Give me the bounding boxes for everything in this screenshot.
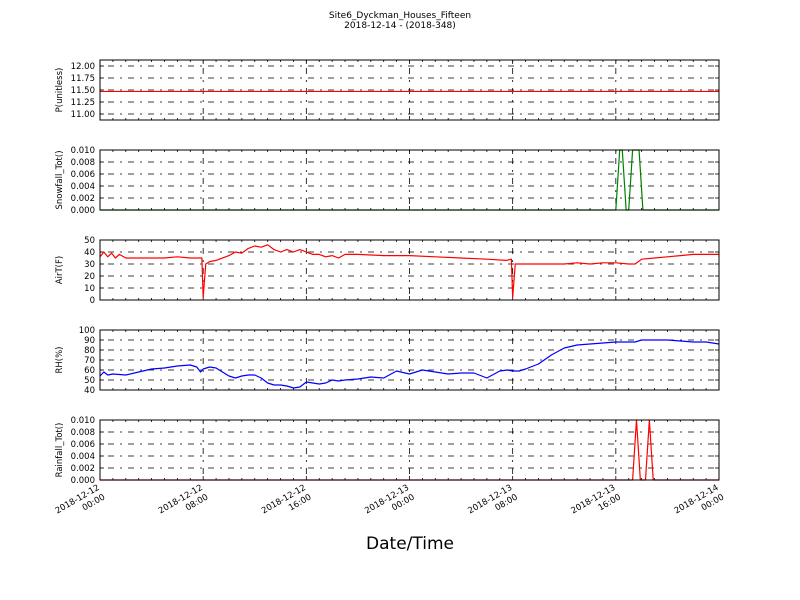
panel-3-ytick-label: 20 (84, 272, 95, 282)
panel-4-ytick-label: 90 (84, 336, 95, 346)
panel-1-frame (99, 59, 720, 121)
panel-4-frame (99, 329, 720, 391)
panel-1-ytick-label: 11.75 (71, 74, 95, 84)
panel-2-frame (99, 149, 720, 211)
panel-1-ytick-label: 11.50 (71, 86, 95, 96)
panel-4-ytick-label: 70 (84, 356, 95, 366)
panel-5-ytick-label: 0.008 (71, 428, 95, 438)
panel-1-ytick-label: 11.00 (71, 110, 95, 120)
panel-5-ytick-label: 0.002 (71, 464, 95, 474)
panel-3-ytick-label: 10 (84, 284, 95, 294)
panel-2-ytick-label: 0.002 (71, 194, 95, 204)
panel-3-series-line (99, 244, 719, 299)
x-axis-label: Date/Time (366, 534, 454, 554)
panel-3-ytick-label: 40 (84, 248, 95, 258)
panel-5-ylabel: Rainfall_Tot() (55, 423, 65, 478)
panel-4-series-line (99, 339, 720, 389)
panel-4-ytick-label: 50 (84, 376, 95, 386)
panel-1-ytick-label: 11.25 (71, 98, 95, 108)
panel-5-ytick-label: 0.006 (71, 440, 95, 450)
chart-subtitle: 2018-12-14 - (2018-348) (344, 21, 456, 31)
panel-2-ytick-label: 0.000 (71, 206, 95, 216)
panel-4-ytick-label: 80 (84, 346, 95, 356)
panel-1-ylabel: P(unitless) (55, 68, 65, 113)
panel-4-ytick-label: 60 (84, 366, 95, 376)
panel-2-ytick-label: 0.010 (71, 146, 95, 156)
panel-3-ytick-label: 0 (90, 296, 95, 306)
panel-3-ylabel: AirT(F) (55, 256, 65, 284)
panel-5-ytick-label: 0.010 (71, 416, 95, 426)
panel-5-ytick-label: 0.000 (71, 476, 95, 486)
panel-1-ytick-label: 12.00 (71, 62, 95, 72)
panel-2-ytick-label: 0.006 (71, 170, 95, 180)
panel-2-ytick-label: 0.004 (71, 182, 95, 192)
panel-2-ylabel: Snowfall_Tot() (55, 150, 65, 209)
panel-4-ytick-label: 40 (84, 386, 95, 396)
panel-3-ytick-label: 30 (84, 260, 95, 270)
panel-4-ytick-label: 100 (79, 326, 95, 336)
panel-2-ytick-label: 0.008 (71, 158, 95, 168)
chart-title: Site6_Dyckman_Houses_Fifteen (328, 11, 472, 21)
panel-3-frame (99, 239, 720, 301)
panel-5-frame (99, 419, 720, 481)
panel-5-ytick-label: 0.004 (71, 452, 95, 462)
panel-3-ytick-label: 50 (84, 236, 95, 246)
panel-4-ylabel: RH(%) (55, 346, 65, 373)
